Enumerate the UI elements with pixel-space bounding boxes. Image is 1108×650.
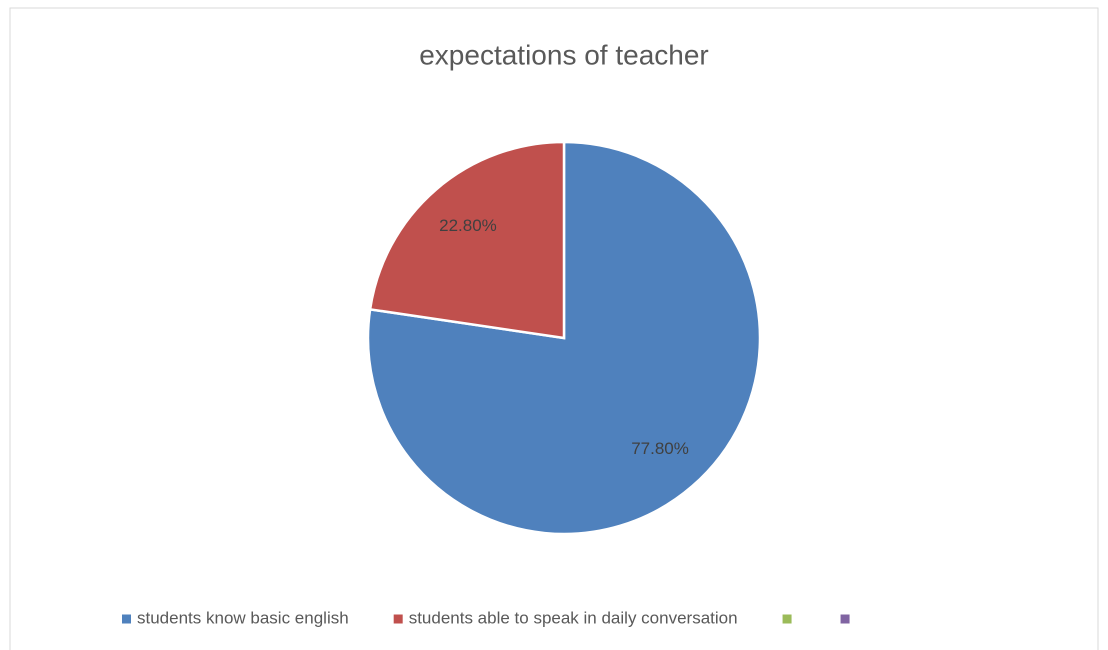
legend-label: students know basic english [137,608,349,627]
legend-marker [840,614,850,624]
data-label: 77.80% [631,439,689,458]
data-label: 22.80% [439,216,497,235]
legend-marker [122,614,131,624]
legend-marker [393,614,403,624]
legend-label: students able to speak in daily conversa… [409,608,738,627]
legend-marker [782,614,792,624]
chart-title: expectations of teacher [419,39,709,70]
pie-slice [368,140,566,340]
